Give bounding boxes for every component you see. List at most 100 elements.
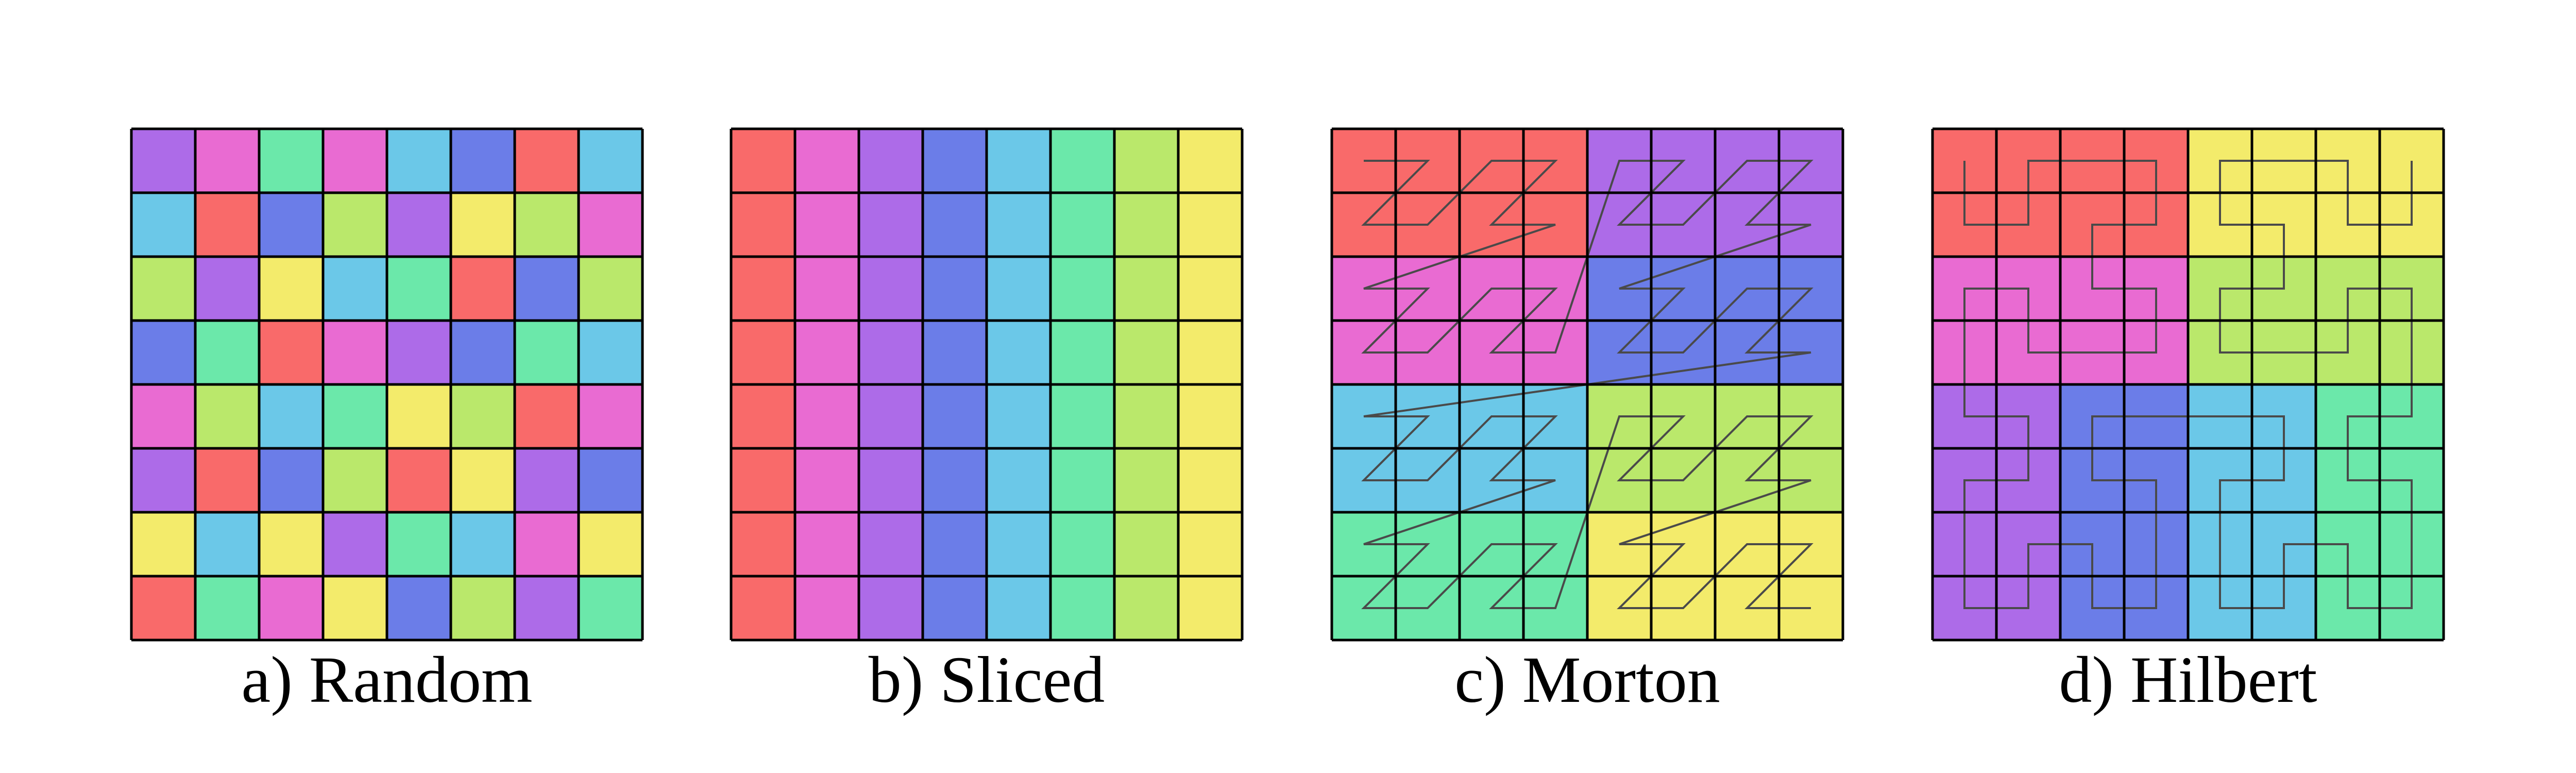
cell (323, 257, 387, 321)
cell (731, 129, 795, 193)
cell (195, 512, 259, 576)
cell (1050, 448, 1114, 512)
cell (579, 384, 642, 448)
cell (1114, 448, 1178, 512)
cell (923, 448, 987, 512)
cell (451, 512, 515, 576)
cell (1178, 384, 1242, 448)
caption: d) Hilbert (2059, 643, 2317, 716)
caption: c) Morton (1454, 643, 1720, 716)
cell (987, 129, 1050, 193)
cell (859, 576, 923, 640)
cell (515, 576, 579, 640)
cell (195, 448, 259, 512)
cell (451, 193, 515, 257)
cell (451, 576, 515, 640)
cell (515, 384, 579, 448)
cell (195, 257, 259, 321)
cell (451, 448, 515, 512)
cell (859, 512, 923, 576)
cell (1178, 448, 1242, 512)
panel: c) Morton (1330, 127, 1844, 716)
cell (515, 448, 579, 512)
cell (987, 321, 1050, 384)
cell (859, 321, 923, 384)
cell (131, 129, 195, 193)
cell (987, 576, 1050, 640)
cell (1114, 384, 1178, 448)
cell (923, 576, 987, 640)
cell (859, 384, 923, 448)
cell (579, 576, 642, 640)
cell (1178, 321, 1242, 384)
cell (323, 129, 387, 193)
cell (923, 257, 987, 321)
cell (259, 384, 323, 448)
cell (859, 129, 923, 193)
cell (259, 257, 323, 321)
cell (1050, 257, 1114, 321)
cell (579, 321, 642, 384)
cell (1050, 129, 1114, 193)
cell (259, 576, 323, 640)
cell (259, 193, 323, 257)
cell (259, 512, 323, 576)
cell (1114, 193, 1178, 257)
cell (795, 512, 859, 576)
cell (795, 193, 859, 257)
panel: d) Hilbert (1931, 127, 2445, 716)
cell (131, 193, 195, 257)
cell (579, 512, 642, 576)
cell (731, 576, 795, 640)
cell (1114, 257, 1178, 321)
cell (387, 512, 451, 576)
cell (923, 129, 987, 193)
cell (1114, 576, 1178, 640)
cell (1050, 384, 1114, 448)
cell (131, 321, 195, 384)
cell (387, 257, 451, 321)
cell (731, 321, 795, 384)
cell (323, 193, 387, 257)
cell (387, 193, 451, 257)
cell (731, 193, 795, 257)
cell (195, 321, 259, 384)
cell (923, 512, 987, 576)
cell (195, 576, 259, 640)
caption: a) Random (241, 643, 532, 716)
cell (795, 129, 859, 193)
cell (795, 448, 859, 512)
cell (1178, 576, 1242, 640)
cell (1114, 321, 1178, 384)
cell (195, 193, 259, 257)
cell (515, 512, 579, 576)
cell (323, 512, 387, 576)
cell (859, 448, 923, 512)
cell (259, 448, 323, 512)
cell (1050, 512, 1114, 576)
cell (1114, 512, 1178, 576)
cell (987, 448, 1050, 512)
cell (987, 384, 1050, 448)
cell (1178, 129, 1242, 193)
cell (515, 321, 579, 384)
cell (323, 448, 387, 512)
cell (987, 512, 1050, 576)
cell (451, 384, 515, 448)
cell (987, 257, 1050, 321)
cell (859, 257, 923, 321)
cell (195, 129, 259, 193)
cell (859, 193, 923, 257)
cell (1178, 512, 1242, 576)
cell (387, 384, 451, 448)
cell (923, 384, 987, 448)
cell (1114, 129, 1178, 193)
cell (579, 129, 642, 193)
cell (731, 257, 795, 321)
cell (795, 384, 859, 448)
cell (131, 512, 195, 576)
cell (795, 321, 859, 384)
panel: a) Random (130, 127, 644, 716)
